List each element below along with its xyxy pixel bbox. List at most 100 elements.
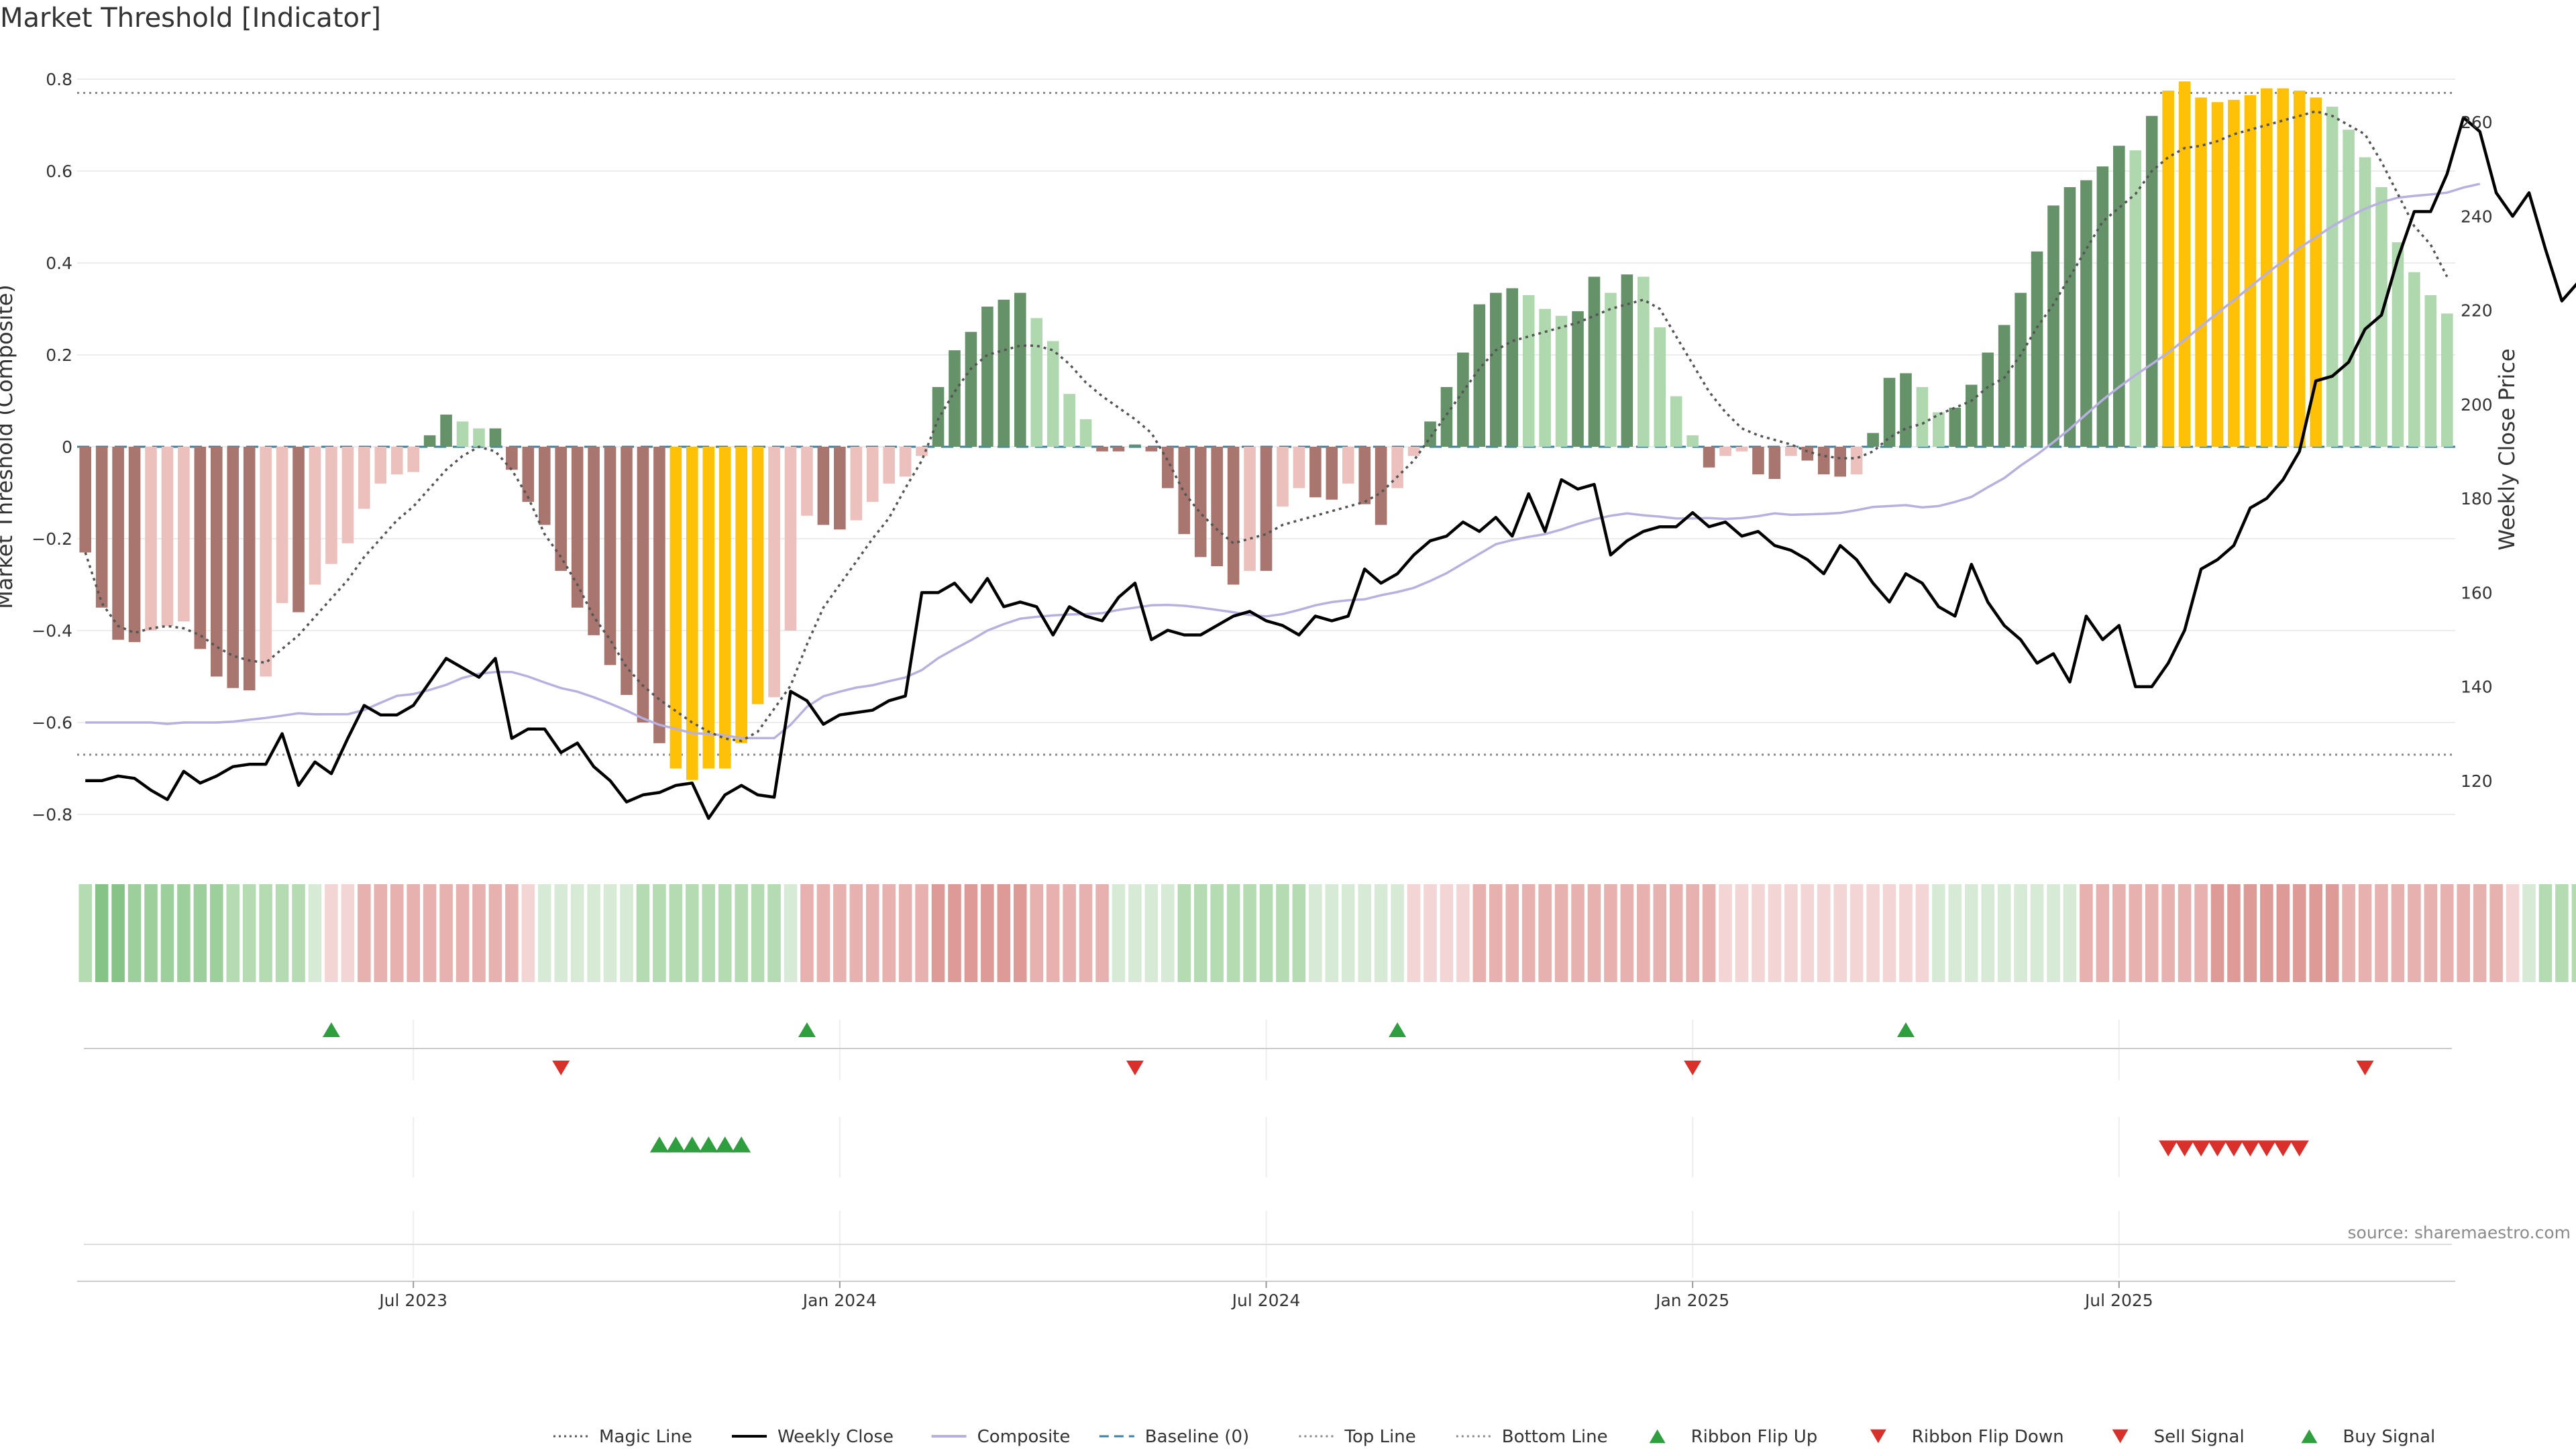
composite-bar xyxy=(2145,115,2158,447)
buy-signal-marker xyxy=(732,1136,751,1152)
legend-item: Composite xyxy=(931,1427,1070,1447)
composite-bar xyxy=(309,447,321,585)
legend-label: Ribbon Flip Up xyxy=(1691,1427,1818,1447)
right-axis-ticks: 120 140 160 180 200 220 240 260 xyxy=(2461,113,2493,791)
ribbon-cell xyxy=(1325,884,1339,982)
ribbon-cell xyxy=(981,884,994,982)
ribbon-cell xyxy=(718,884,732,982)
legend-item: Weekly Close xyxy=(732,1427,894,1447)
composite-bar xyxy=(555,447,568,571)
ribbon-cell xyxy=(1653,884,1667,982)
composite-bar xyxy=(194,447,207,649)
ribbon-cell xyxy=(95,884,109,982)
composite-bar xyxy=(1063,394,1075,447)
x-tick-label: Jan 2025 xyxy=(1654,1291,1729,1310)
composite-bar xyxy=(1079,419,1092,447)
composite-bar xyxy=(1735,447,1748,451)
ribbon-cell xyxy=(1046,884,1060,982)
x-tick-label: Jul 2023 xyxy=(378,1291,447,1310)
ribbon-cell xyxy=(160,884,174,982)
trend-ribbon xyxy=(78,884,2576,982)
composite-bar xyxy=(374,447,387,484)
ribbon-cell xyxy=(2342,884,2355,982)
ribbon-cell xyxy=(358,884,371,982)
composite-bar xyxy=(1539,309,1551,447)
ribbon-cell xyxy=(1193,884,1208,982)
ribbon-cell xyxy=(1997,884,2011,982)
sell-signal-marker xyxy=(2159,1140,2178,1157)
composite-bar xyxy=(981,307,994,447)
composite-bar xyxy=(2096,166,2109,447)
ribbon-cell xyxy=(177,884,191,982)
ribbon-cell xyxy=(1571,884,1585,982)
left-tick-label: −0.2 xyxy=(32,529,72,549)
ribbon-cell xyxy=(2473,884,2487,982)
composite-bar xyxy=(2162,91,2174,447)
ribbon-cell xyxy=(636,884,650,982)
ribbon-cell xyxy=(2047,884,2060,982)
ribbon-cell xyxy=(488,884,502,982)
legend-item: Bottom Line xyxy=(1456,1427,1608,1447)
ribbon-cell xyxy=(1849,884,1864,982)
composite-bar xyxy=(1605,292,1617,447)
ribbon-cell xyxy=(242,884,256,982)
legend-swatch xyxy=(2301,1429,2318,1444)
ribbon-cell xyxy=(2522,884,2536,982)
left-tick-label: 0.2 xyxy=(46,345,72,365)
composite-bar xyxy=(1506,288,1519,447)
composite-bar xyxy=(866,447,879,502)
composite-bar xyxy=(1391,447,1403,488)
composite-bar xyxy=(325,447,337,564)
composite-bar xyxy=(1522,294,1535,447)
ribbon-cell xyxy=(1112,884,1126,982)
ribbon-cell xyxy=(1226,884,1240,982)
composite-bar xyxy=(2277,88,2290,447)
composite-bar xyxy=(1129,444,1141,447)
composite-bar xyxy=(801,447,813,516)
ribbon-flip-up-marker xyxy=(1389,1022,1407,1038)
legend-marker-up xyxy=(2301,1429,2318,1444)
composite-bar xyxy=(292,447,305,612)
ribbon-cell xyxy=(948,884,961,982)
composite-bar xyxy=(341,447,354,543)
composite-bar xyxy=(2211,102,2224,447)
ribbon-cell xyxy=(653,884,666,982)
ribbon-cell xyxy=(964,884,978,982)
composite-bar xyxy=(1654,327,1666,447)
sell-signal-marker xyxy=(2224,1140,2243,1157)
ribbon-cell xyxy=(455,884,470,982)
right-axis-title: Weekly Close Price xyxy=(2494,348,2520,550)
composite-bar xyxy=(2195,97,2207,447)
composite-bar xyxy=(751,447,764,704)
composite-bar xyxy=(1277,447,1289,507)
left-tick-label: −0.8 xyxy=(32,805,72,824)
ribbon-cell xyxy=(2489,884,2503,982)
legend-label: Sell Signal xyxy=(2154,1427,2245,1447)
ribbon-cell xyxy=(669,884,683,982)
ribbon-cell xyxy=(2161,884,2175,982)
left-tick-label: −0.6 xyxy=(32,713,72,733)
composite-bar xyxy=(1440,386,1453,447)
legend: Magic Line Weekly Close Composite Baseline … xyxy=(553,1427,2435,1447)
composite-bar xyxy=(1949,407,1962,447)
ribbon-cell xyxy=(735,884,748,982)
sell-signal-marker xyxy=(2257,1140,2276,1157)
composite-bar xyxy=(1326,447,1338,500)
ribbon-cell xyxy=(1309,884,1322,982)
composite-bar xyxy=(2424,294,2437,447)
composite-bar xyxy=(735,447,747,743)
sell-signal-marker xyxy=(2208,1140,2227,1157)
ribbon-cell xyxy=(1833,884,1847,982)
ribbon-cell xyxy=(1128,884,1142,982)
left-tick-label: 0.4 xyxy=(46,254,72,273)
ribbon-cell xyxy=(521,884,535,982)
ribbon-cell xyxy=(898,884,912,982)
composite-bar xyxy=(1933,412,1945,447)
ribbon-cell xyxy=(2309,884,2322,982)
ribbon-cell xyxy=(423,884,437,982)
composite-bar xyxy=(834,447,846,530)
magic-line xyxy=(84,110,2449,743)
composite-bar xyxy=(916,447,928,456)
composite-bar xyxy=(2310,97,2322,447)
composite-bar xyxy=(2080,180,2092,447)
